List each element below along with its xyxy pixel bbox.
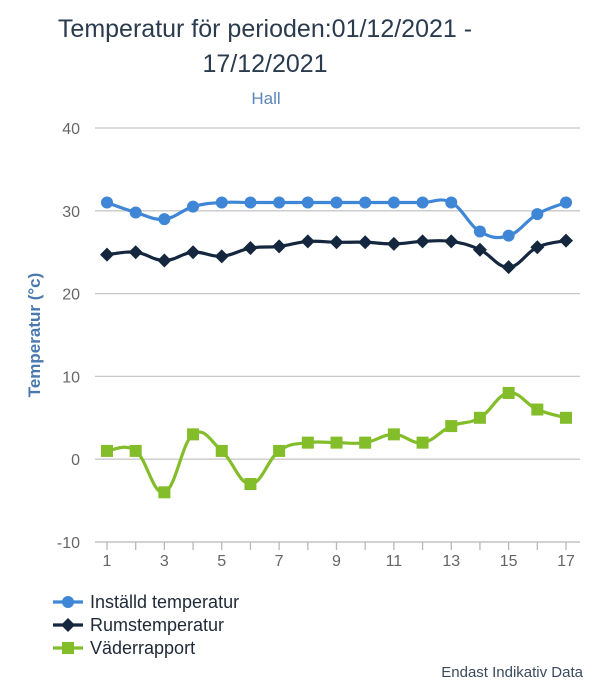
data-point <box>501 260 516 275</box>
data-point <box>187 428 200 441</box>
data-point <box>472 242 487 257</box>
x-tick-label: 11 <box>386 553 403 570</box>
x-tick-label: 3 <box>160 553 169 570</box>
x-tick-label: 9 <box>332 553 341 570</box>
data-point <box>330 196 343 209</box>
legend-marker <box>61 618 75 632</box>
data-point <box>502 229 515 242</box>
data-point <box>559 233 573 248</box>
series-3 <box>101 386 572 499</box>
y-tick-label: 30 <box>62 204 80 221</box>
data-point <box>187 200 200 213</box>
data-point <box>301 436 314 449</box>
data-point <box>473 225 486 238</box>
data-point <box>157 253 172 268</box>
data-point <box>100 247 114 262</box>
y-tick-label: 10 <box>62 369 80 386</box>
data-point <box>101 196 113 209</box>
legend-item[interactable]: Väderrapport <box>53 638 195 658</box>
data-point <box>214 249 229 264</box>
y-tick-label: 0 <box>71 452 80 469</box>
data-point <box>387 428 400 441</box>
data-point <box>531 403 544 416</box>
data-point <box>445 196 458 209</box>
data-point <box>244 478 257 491</box>
legend-marker <box>62 596 74 608</box>
x-tick-label: 1 <box>103 553 112 570</box>
y-tick-label: 20 <box>62 287 80 304</box>
chart-title-line2: 17/12/2021 <box>202 50 327 78</box>
data-point <box>560 196 572 209</box>
x-tick-label: 13 <box>442 553 460 570</box>
data-point <box>415 234 430 249</box>
data-point <box>129 444 142 457</box>
data-point <box>473 411 486 424</box>
data-point <box>272 239 287 254</box>
data-point <box>273 444 286 457</box>
chart-title-line1: Temperatur för perioden:01/12/2021 - <box>58 15 472 43</box>
x-tick-label: 7 <box>275 553 284 570</box>
data-point <box>445 420 458 433</box>
data-point <box>330 436 343 449</box>
x-tick-label: 5 <box>217 553 226 570</box>
chart-subtitle: Hall <box>251 89 280 108</box>
grid-lines <box>95 127 580 543</box>
x-tick-label: 15 <box>500 553 518 570</box>
data-point <box>358 235 373 250</box>
data-point <box>444 234 459 249</box>
data-point <box>416 196 429 209</box>
series-1 <box>101 196 572 242</box>
legend-item[interactable]: Rumstemperatur <box>53 615 224 635</box>
data-point <box>359 196 372 209</box>
data-point <box>128 245 143 260</box>
footer-note: Endast Indikativ Data <box>441 664 583 681</box>
y-tick-label: -10 <box>57 535 80 552</box>
data-point <box>530 240 545 255</box>
data-point <box>416 436 429 449</box>
data-point <box>215 196 228 209</box>
data-point <box>101 444 113 457</box>
data-point <box>560 411 572 424</box>
data-point <box>158 486 171 499</box>
legend-label: Väderrapport <box>90 638 195 658</box>
data-point <box>300 234 315 249</box>
data-point <box>502 386 515 399</box>
data-point <box>329 235 344 250</box>
data-point <box>186 245 201 260</box>
series-2 <box>100 233 573 275</box>
series-group <box>100 196 573 499</box>
legend[interactable]: Inställd temperatur Rumstemperatur Väderra… <box>53 592 239 658</box>
legend-item[interactable]: Inställd temperatur <box>53 592 239 612</box>
y-tick-label: 40 <box>62 121 80 138</box>
data-point <box>244 196 257 209</box>
legend-marker <box>62 642 74 654</box>
data-point <box>387 196 400 209</box>
data-point <box>158 213 171 226</box>
data-point <box>243 241 258 256</box>
data-point <box>386 236 401 251</box>
x-tick-label: 17 <box>557 553 575 570</box>
data-point <box>359 436 372 449</box>
data-point <box>531 208 544 221</box>
legend-label: Rumstemperatur <box>90 615 224 635</box>
data-point <box>301 196 314 209</box>
x-axis: 1 3 5 7 9 11 13 15 17 <box>103 542 575 570</box>
y-axis-label: Temperatur (°c) <box>25 273 44 398</box>
data-point <box>129 206 142 219</box>
legend-label: Inställd temperatur <box>90 592 239 612</box>
y-axis-ticks: 40 30 20 10 0 -10 <box>57 121 80 552</box>
data-point <box>273 196 286 209</box>
data-point <box>215 444 228 457</box>
